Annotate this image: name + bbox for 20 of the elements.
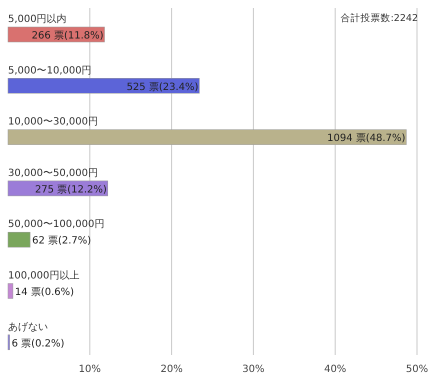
y-tick-label: 5,000〜10,000円: [8, 65, 92, 76]
y-tick-label: 50,000〜100,000円: [8, 219, 104, 230]
y-tick-label: あげない: [8, 320, 48, 333]
data-label: 266 票(11.8%): [32, 30, 104, 42]
x-tick-label: 20%: [160, 364, 183, 375]
data-label: 14 票(0.6%): [14, 287, 74, 298]
y-tick-label: 10,000〜30,000円: [8, 116, 98, 128]
x-tick-label: 10%: [78, 364, 101, 375]
y-tick-label: 100,000円以上: [8, 270, 80, 282]
data-label: 62 票(2.7%): [32, 236, 92, 247]
y-tick-label: 30,000〜50,000円: [8, 168, 98, 179]
data-label: 6 票(0.2%): [12, 338, 64, 350]
y-tick-label: 5,000円以内: [8, 13, 67, 25]
annotation: 合計投票数:2242: [340, 12, 418, 24]
x-tick-label: 30%: [242, 364, 265, 375]
data-label: 525 票(23.4%): [126, 82, 199, 93]
x-tick-label: 40%: [324, 364, 346, 375]
x-tick-label: 50%: [406, 364, 428, 375]
data-label: 275 票(12.2%): [34, 184, 107, 196]
data-label: 1094 票(48.7%): [327, 133, 406, 144]
